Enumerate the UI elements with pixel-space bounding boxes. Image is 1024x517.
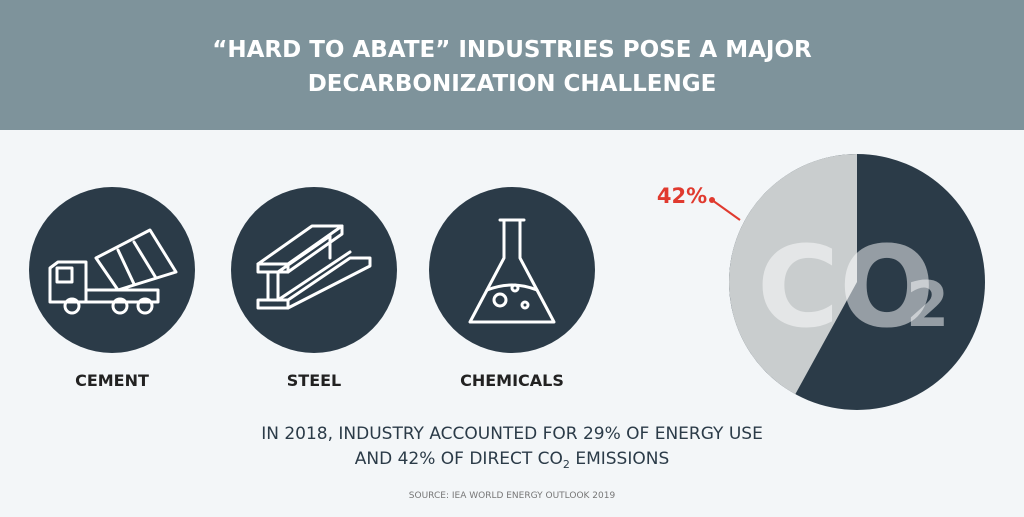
pie-center-text: CO: [757, 223, 934, 353]
leader-line: [711, 199, 741, 221]
icon-circle: [29, 187, 195, 353]
statement: AND 42% OF DIRECT CO2 EMISSIONS: [355, 449, 669, 471]
beam-icon: [256, 224, 372, 310]
statement: IN 2018, INDUSTRY ACCOUNTED FOR 29% OF E…: [261, 424, 763, 444]
flask-icon: [468, 218, 556, 324]
pie-center-subscript: 2: [906, 268, 949, 341]
statement-text: EMISSIONS: [570, 449, 669, 469]
icon-circle: [231, 187, 397, 353]
icon-circle: [429, 187, 595, 353]
title: “HARD TO ABATE” INDUSTRIES POSE A MAJOR: [212, 37, 812, 63]
leader-dot: [709, 197, 715, 203]
pie-label: 42%: [657, 184, 707, 208]
industry-label: CHEMICALS: [460, 371, 564, 390]
source: SOURCE: IEA WORLD ENERGY OUTLOOK 2019: [409, 491, 616, 501]
statement-subscript: 2: [563, 458, 570, 471]
statement-text: AND 42% OF DIRECT CO: [355, 449, 563, 469]
title: DECARBONIZATION CHALLENGE: [308, 71, 717, 97]
header-band: [0, 0, 1024, 130]
industry-label: CEMENT: [75, 371, 149, 390]
truck-icon: [48, 228, 178, 315]
pie-slice: [728, 154, 857, 395]
industry-label: STEEL: [287, 371, 342, 390]
